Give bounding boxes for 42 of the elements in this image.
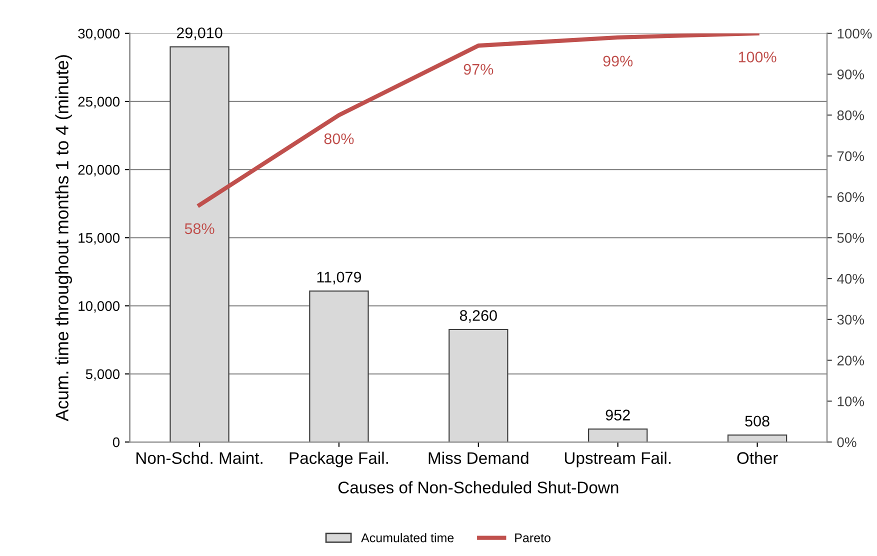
- bar: [588, 428, 648, 442]
- data-label: 99%: [603, 56, 633, 67]
- x-tick-label: Non-Schd. Maint.: [136, 452, 262, 464]
- bar: [727, 434, 788, 442]
- data-label: 97%: [464, 64, 494, 75]
- data-label: 29,010: [176, 27, 222, 40]
- data-label: 80%: [324, 133, 354, 144]
- y-axis-title: Acum. time throughout months 1 to 4 (minute): [55, 55, 72, 422]
- y2-tick-label: 50%: [837, 233, 864, 243]
- y2-tick-label: 40%: [837, 274, 864, 284]
- x-tick-label: Other: [737, 452, 778, 464]
- data-label: 58%: [184, 223, 214, 234]
- x-axis-title: Causes of Non-Scheduled Shut-Down: [338, 481, 618, 494]
- y-tick-label: 0: [112, 437, 120, 448]
- x-tick-label: Package Fail.: [290, 452, 388, 468]
- x-tick-label: Miss Demand: [428, 452, 528, 464]
- y2-tick-label: 20%: [837, 356, 864, 366]
- y2-tick-label: 60%: [837, 192, 864, 202]
- x-tick-label: Upstream Fail.: [564, 452, 671, 468]
- data-label: 508: [745, 416, 770, 427]
- legend-label: Acumulated time: [361, 533, 454, 542]
- y-tick-label: 5,000: [86, 369, 120, 381]
- y2-tick-label: 30%: [837, 314, 864, 325]
- y2-tick-label: 70%: [837, 151, 864, 162]
- bar: [309, 290, 369, 442]
- legend-label: Pareto: [515, 534, 550, 542]
- y2-tick-label: 0%: [837, 437, 856, 448]
- y-tick-label: 20,000: [78, 164, 120, 176]
- y2-tick-label: 90%: [837, 70, 864, 80]
- bar: [170, 46, 230, 442]
- data-label: 8,260: [460, 310, 497, 323]
- y2-tick-label: 100%: [838, 28, 872, 39]
- y-tick-label: 30,000: [78, 28, 120, 40]
- data-label: 11,079: [317, 272, 362, 284]
- y-tick-label: 10,000: [78, 301, 120, 313]
- data-label: 952: [606, 410, 630, 420]
- y-tick-label: 25,000: [78, 96, 120, 108]
- bar: [448, 328, 508, 442]
- y2-tick-label: 10%: [838, 396, 864, 406]
- data-label: 100%: [738, 52, 776, 62]
- y2-tick-label: 80%: [837, 110, 864, 120]
- y-tick-label: 15,000: [78, 233, 120, 244]
